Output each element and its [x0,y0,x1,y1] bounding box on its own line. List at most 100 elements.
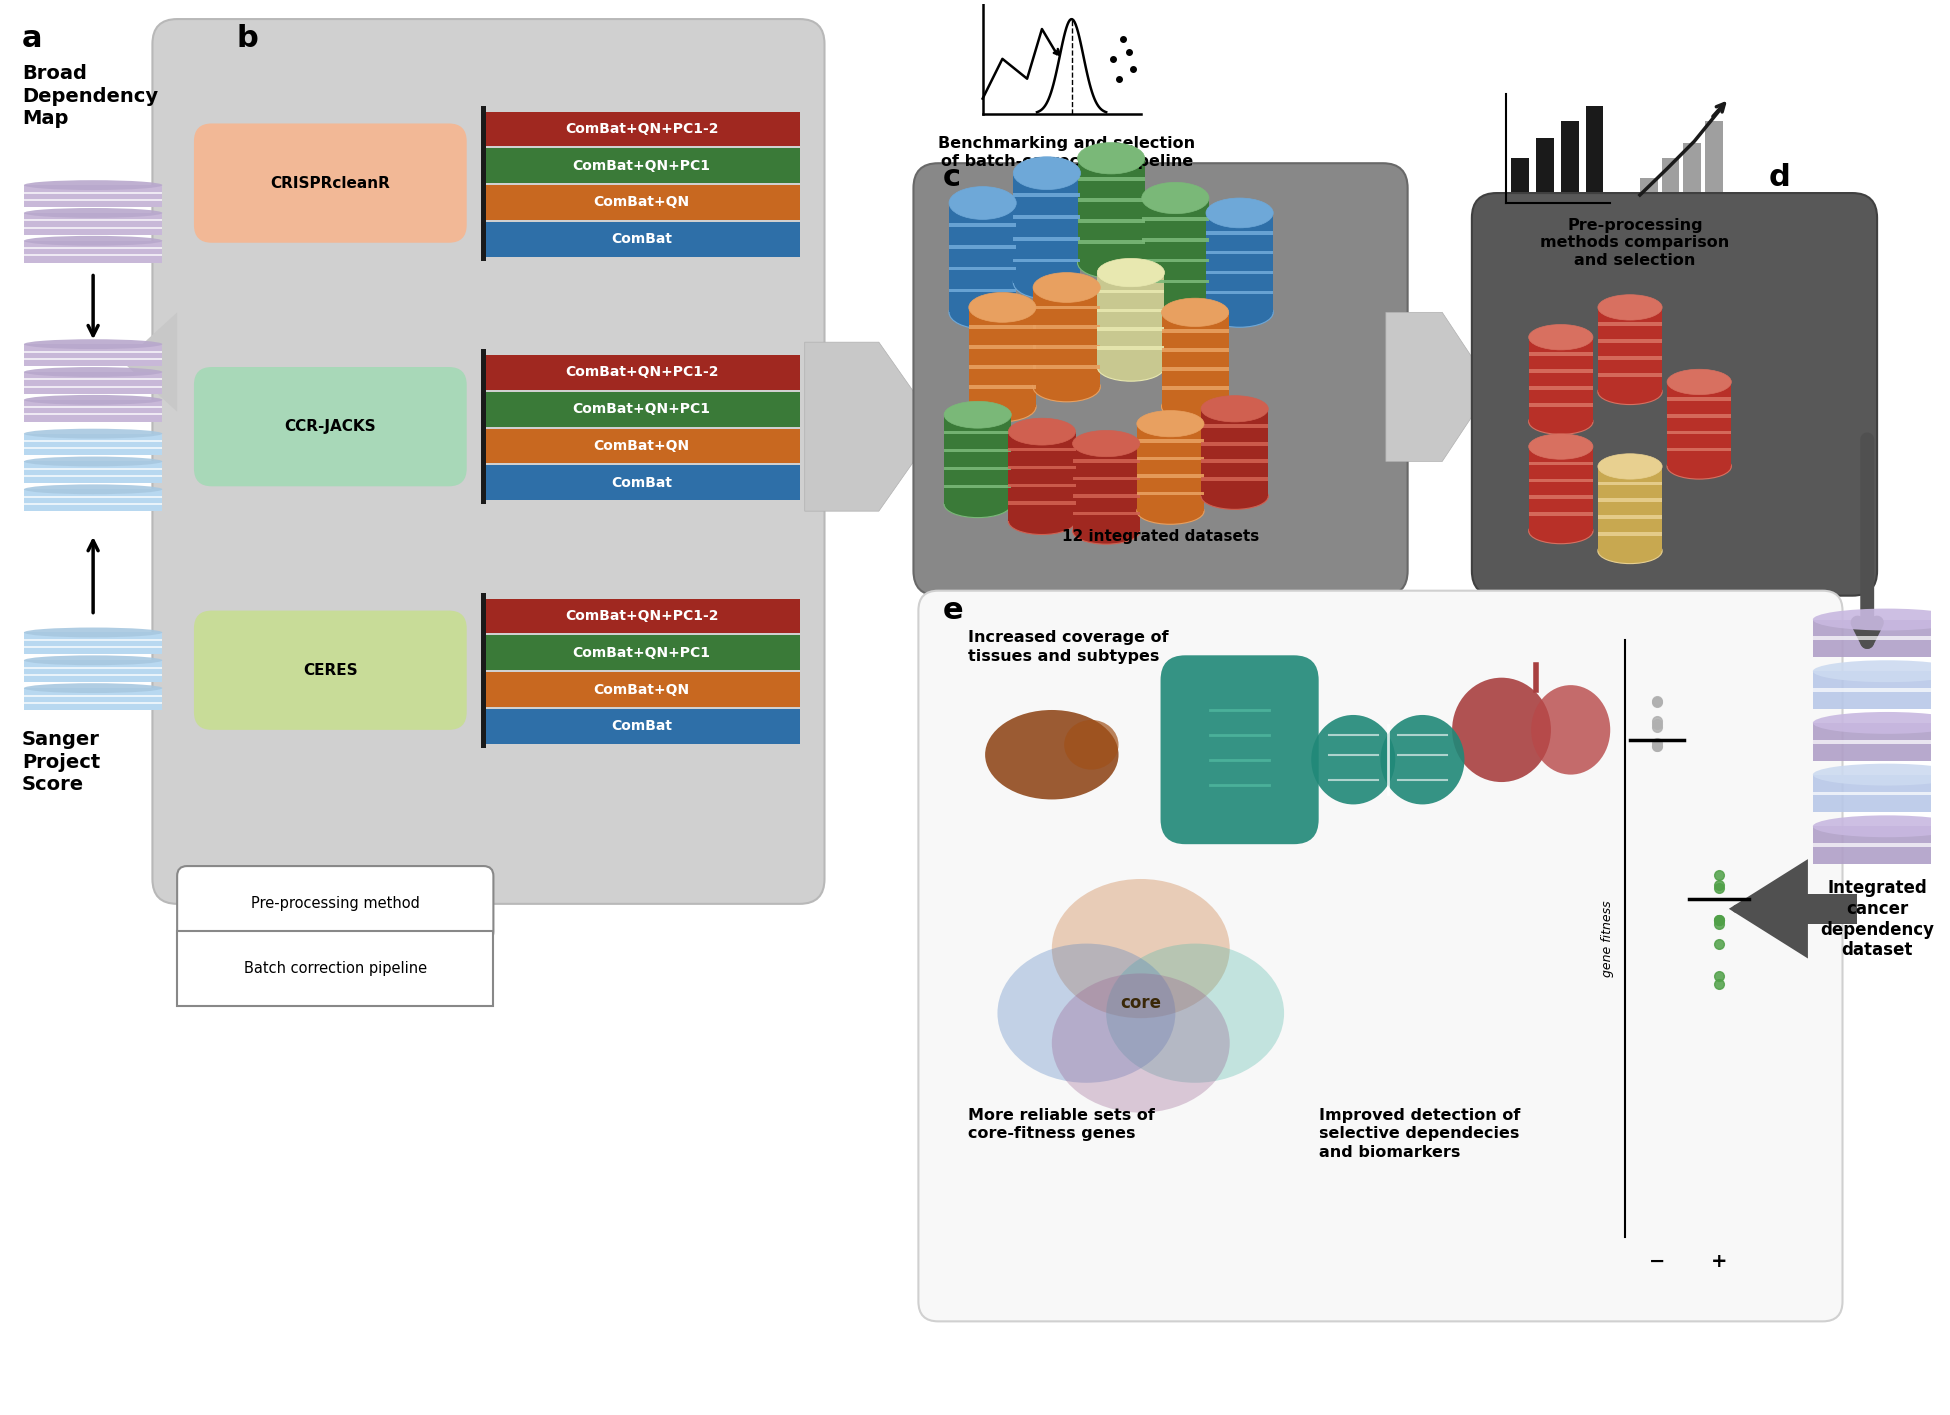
Bar [1098,273,1164,366]
Bar [23,406,162,409]
Text: Pre-processing
methods comparison
and selection: Pre-processing methods comparison and se… [1540,218,1730,267]
Ellipse shape [1814,712,1950,734]
Bar [1014,194,1080,197]
Ellipse shape [1529,434,1593,460]
Bar [950,289,1016,293]
Ellipse shape [1051,879,1230,1019]
Text: Broad
Dependency
Map: Broad Dependency Map [21,64,158,129]
Bar [1008,447,1076,451]
Text: Batch correction pipeline: Batch correction pipeline [244,961,427,976]
Bar [1072,460,1141,463]
Bar [23,468,162,470]
Bar [23,433,162,456]
Bar [23,666,162,669]
Text: b: b [236,24,257,52]
Bar [1014,259,1080,262]
Bar [23,647,162,648]
Bar [1661,158,1679,202]
FancyBboxPatch shape [193,366,466,487]
Bar [1034,287,1100,386]
Ellipse shape [1137,410,1203,437]
Bar [23,344,162,366]
Bar [1814,774,1950,812]
Bar [1137,457,1203,460]
Bar [23,386,162,388]
Ellipse shape [969,293,1035,323]
Bar [1137,474,1203,478]
Polygon shape [805,342,938,511]
Bar [1014,173,1080,283]
Text: ComBat+QN+PC1: ComBat+QN+PC1 [573,158,710,173]
Ellipse shape [1098,352,1164,381]
Bar [1529,478,1593,483]
Text: core: core [1119,995,1162,1012]
Bar [484,185,800,219]
Ellipse shape [1137,498,1203,525]
Bar [1014,236,1080,241]
Ellipse shape [1814,764,1950,785]
Bar [1667,398,1732,400]
Ellipse shape [1098,259,1164,287]
Ellipse shape [23,208,162,218]
Bar [1667,382,1732,467]
Bar [480,106,486,260]
Bar [1098,290,1164,293]
Bar [23,185,162,207]
Ellipse shape [1310,715,1396,804]
Ellipse shape [1008,419,1076,446]
Bar [1205,212,1273,313]
Text: −: − [1648,1252,1665,1271]
Ellipse shape [1814,608,1950,631]
Bar [1078,177,1145,181]
Ellipse shape [1814,815,1950,838]
FancyBboxPatch shape [913,163,1408,596]
Bar [969,365,1035,369]
Bar [484,222,800,256]
Bar [944,415,1012,504]
Bar [484,429,800,464]
Bar [1162,330,1228,333]
Bar [1597,481,1661,485]
Bar [1008,466,1076,470]
Bar [1529,403,1593,406]
Bar [1098,327,1164,331]
Text: c: c [944,163,961,192]
Bar [23,358,162,359]
Bar [1078,241,1145,243]
Text: ComBat+QN: ComBat+QN [593,682,690,696]
Bar [23,351,162,352]
Bar [1529,352,1593,357]
Ellipse shape [1205,198,1273,228]
Bar [23,378,162,381]
Ellipse shape [998,944,1176,1082]
Bar [1008,501,1076,505]
Bar [1008,432,1076,521]
Bar [1205,250,1273,255]
Text: ComBat+QN+PC1-2: ComBat+QN+PC1-2 [566,608,718,623]
Text: e: e [944,596,963,624]
Bar [1098,308,1164,313]
Text: Sanger
Project
Score: Sanger Project Score [21,730,99,794]
Ellipse shape [23,395,162,405]
Ellipse shape [23,180,162,190]
Bar [1072,443,1141,531]
Bar [484,112,800,146]
Ellipse shape [950,187,1016,219]
Ellipse shape [1106,944,1285,1082]
Bar [23,702,162,703]
Ellipse shape [1072,430,1141,457]
Text: Benchmarking and selection
of batch-correction pipeline: Benchmarking and selection of batch-corr… [938,136,1195,168]
Text: ComBat+QN+PC1: ComBat+QN+PC1 [573,645,710,659]
Ellipse shape [1014,157,1080,190]
Bar [1640,178,1658,202]
Bar [1143,238,1209,242]
Ellipse shape [1667,369,1732,395]
Ellipse shape [23,457,162,467]
Ellipse shape [1008,508,1076,535]
Bar [1704,122,1724,202]
Bar [969,325,1035,330]
Bar [1072,494,1141,498]
Bar [1529,386,1593,389]
Ellipse shape [1078,248,1145,279]
Bar [1597,307,1661,392]
